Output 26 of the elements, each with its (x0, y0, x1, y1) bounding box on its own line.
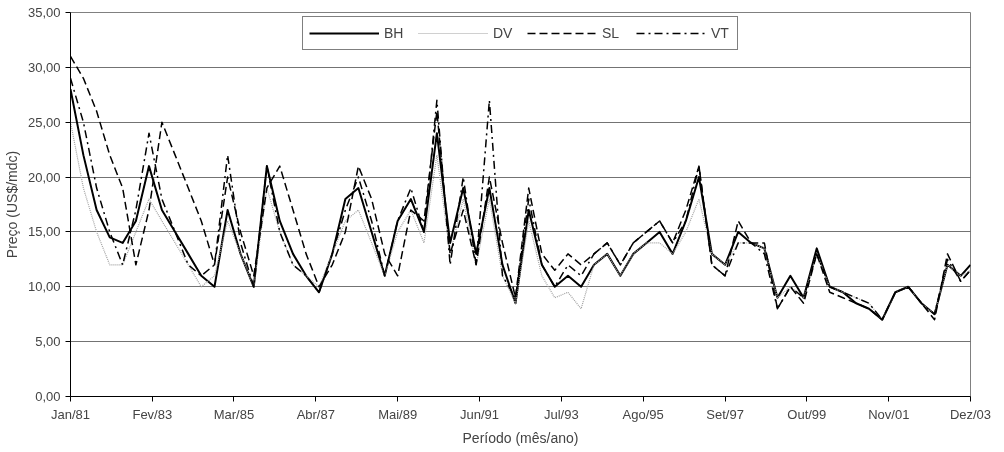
y-tick-label: 5,00 (35, 334, 61, 350)
x-tick-label: Mai/89 (378, 406, 418, 422)
y-tick-label: 25,00 (27, 114, 61, 130)
x-axis-title: Período (mês/ano) (462, 429, 579, 446)
y-tick-label: 10,00 (27, 279, 61, 295)
x-tick-label: Jun/91 (459, 406, 499, 422)
legend-label: VT (711, 25, 730, 41)
y-axis-title: Preço (US$/mdc) (3, 150, 20, 259)
y-tick-label: 15,00 (27, 224, 61, 240)
legend-label: SL (602, 25, 621, 41)
y-tick-label: 30,00 (27, 59, 61, 75)
legend-label: DV (493, 25, 513, 41)
y-tick-label: 35,00 (27, 5, 61, 20)
x-tick-label: Abr/87 (296, 406, 335, 422)
x-tick-label: Jan/81 (50, 406, 91, 422)
legend-label: BH (384, 25, 404, 41)
x-tick-label: Fev/83 (132, 406, 173, 422)
x-tick-label: Dez/03 (949, 406, 992, 422)
x-tick-label: Jul/93 (543, 406, 579, 422)
x-tick-label: Set/97 (706, 406, 744, 422)
y-tick-label: 0,00 (35, 389, 61, 404)
x-tick-label: Out/99 (787, 406, 827, 422)
x-tick-label: Ago/95 (622, 406, 664, 422)
x-tick-label: Nov/01 (868, 406, 910, 422)
x-tick-label: Mar/85 (213, 406, 255, 422)
y-tick-label: 20,00 (27, 169, 61, 185)
